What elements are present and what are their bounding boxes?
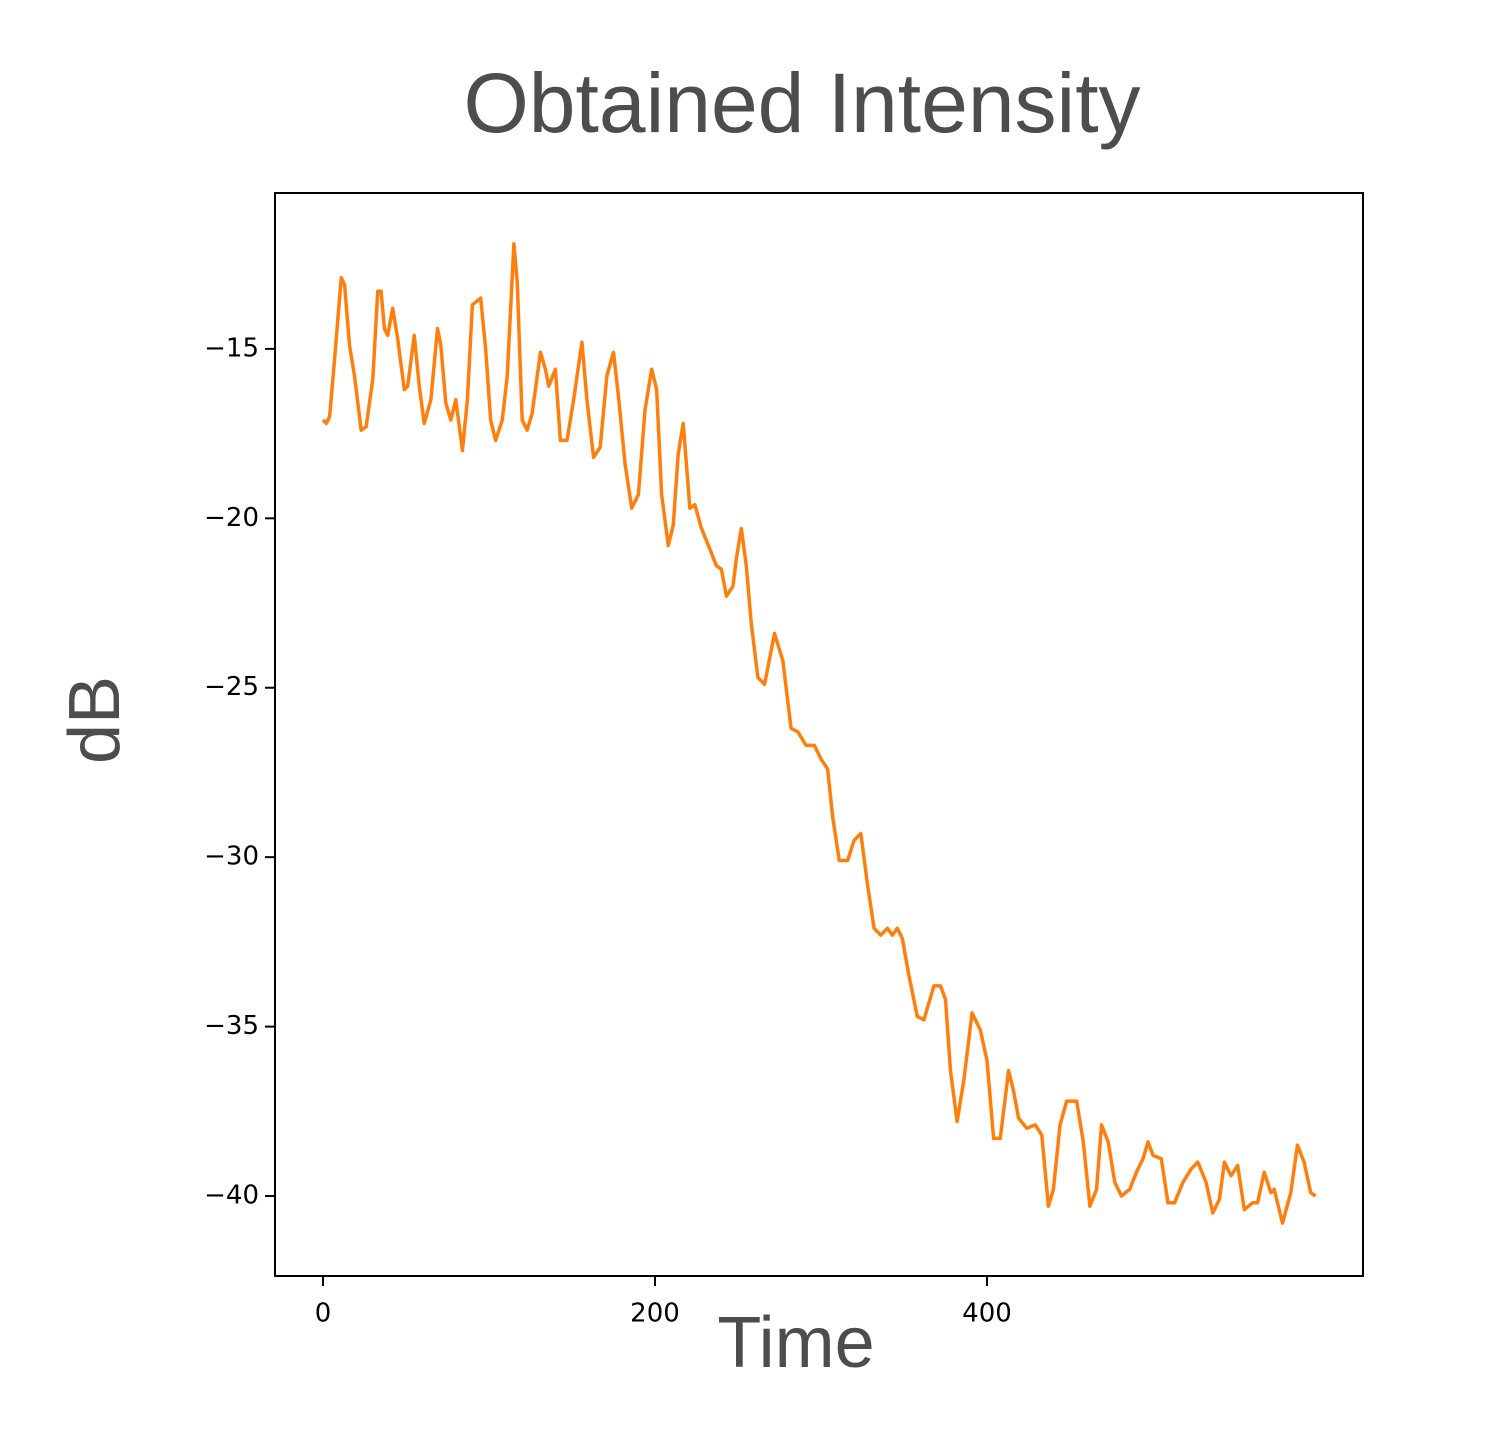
y-tick-label: −15	[204, 333, 259, 363]
y-tick-label: −35	[204, 1011, 259, 1041]
chart-title: Obtained Intensity	[463, 56, 1140, 150]
x-tick-label: 400	[962, 1299, 1012, 1329]
y-tick-label: −30	[204, 842, 259, 872]
x-axis-label: Time	[717, 1303, 874, 1383]
x-tick-label: 0	[315, 1299, 332, 1329]
y-axis-label: dB	[55, 676, 135, 764]
x-tick-label: 200	[630, 1299, 680, 1329]
y-tick-label: −40	[204, 1181, 259, 1211]
data-line	[321, 242, 1317, 1225]
plot-frame	[274, 192, 1364, 1277]
y-tick-label: −20	[204, 503, 259, 533]
y-tick-label: −25	[204, 672, 259, 702]
